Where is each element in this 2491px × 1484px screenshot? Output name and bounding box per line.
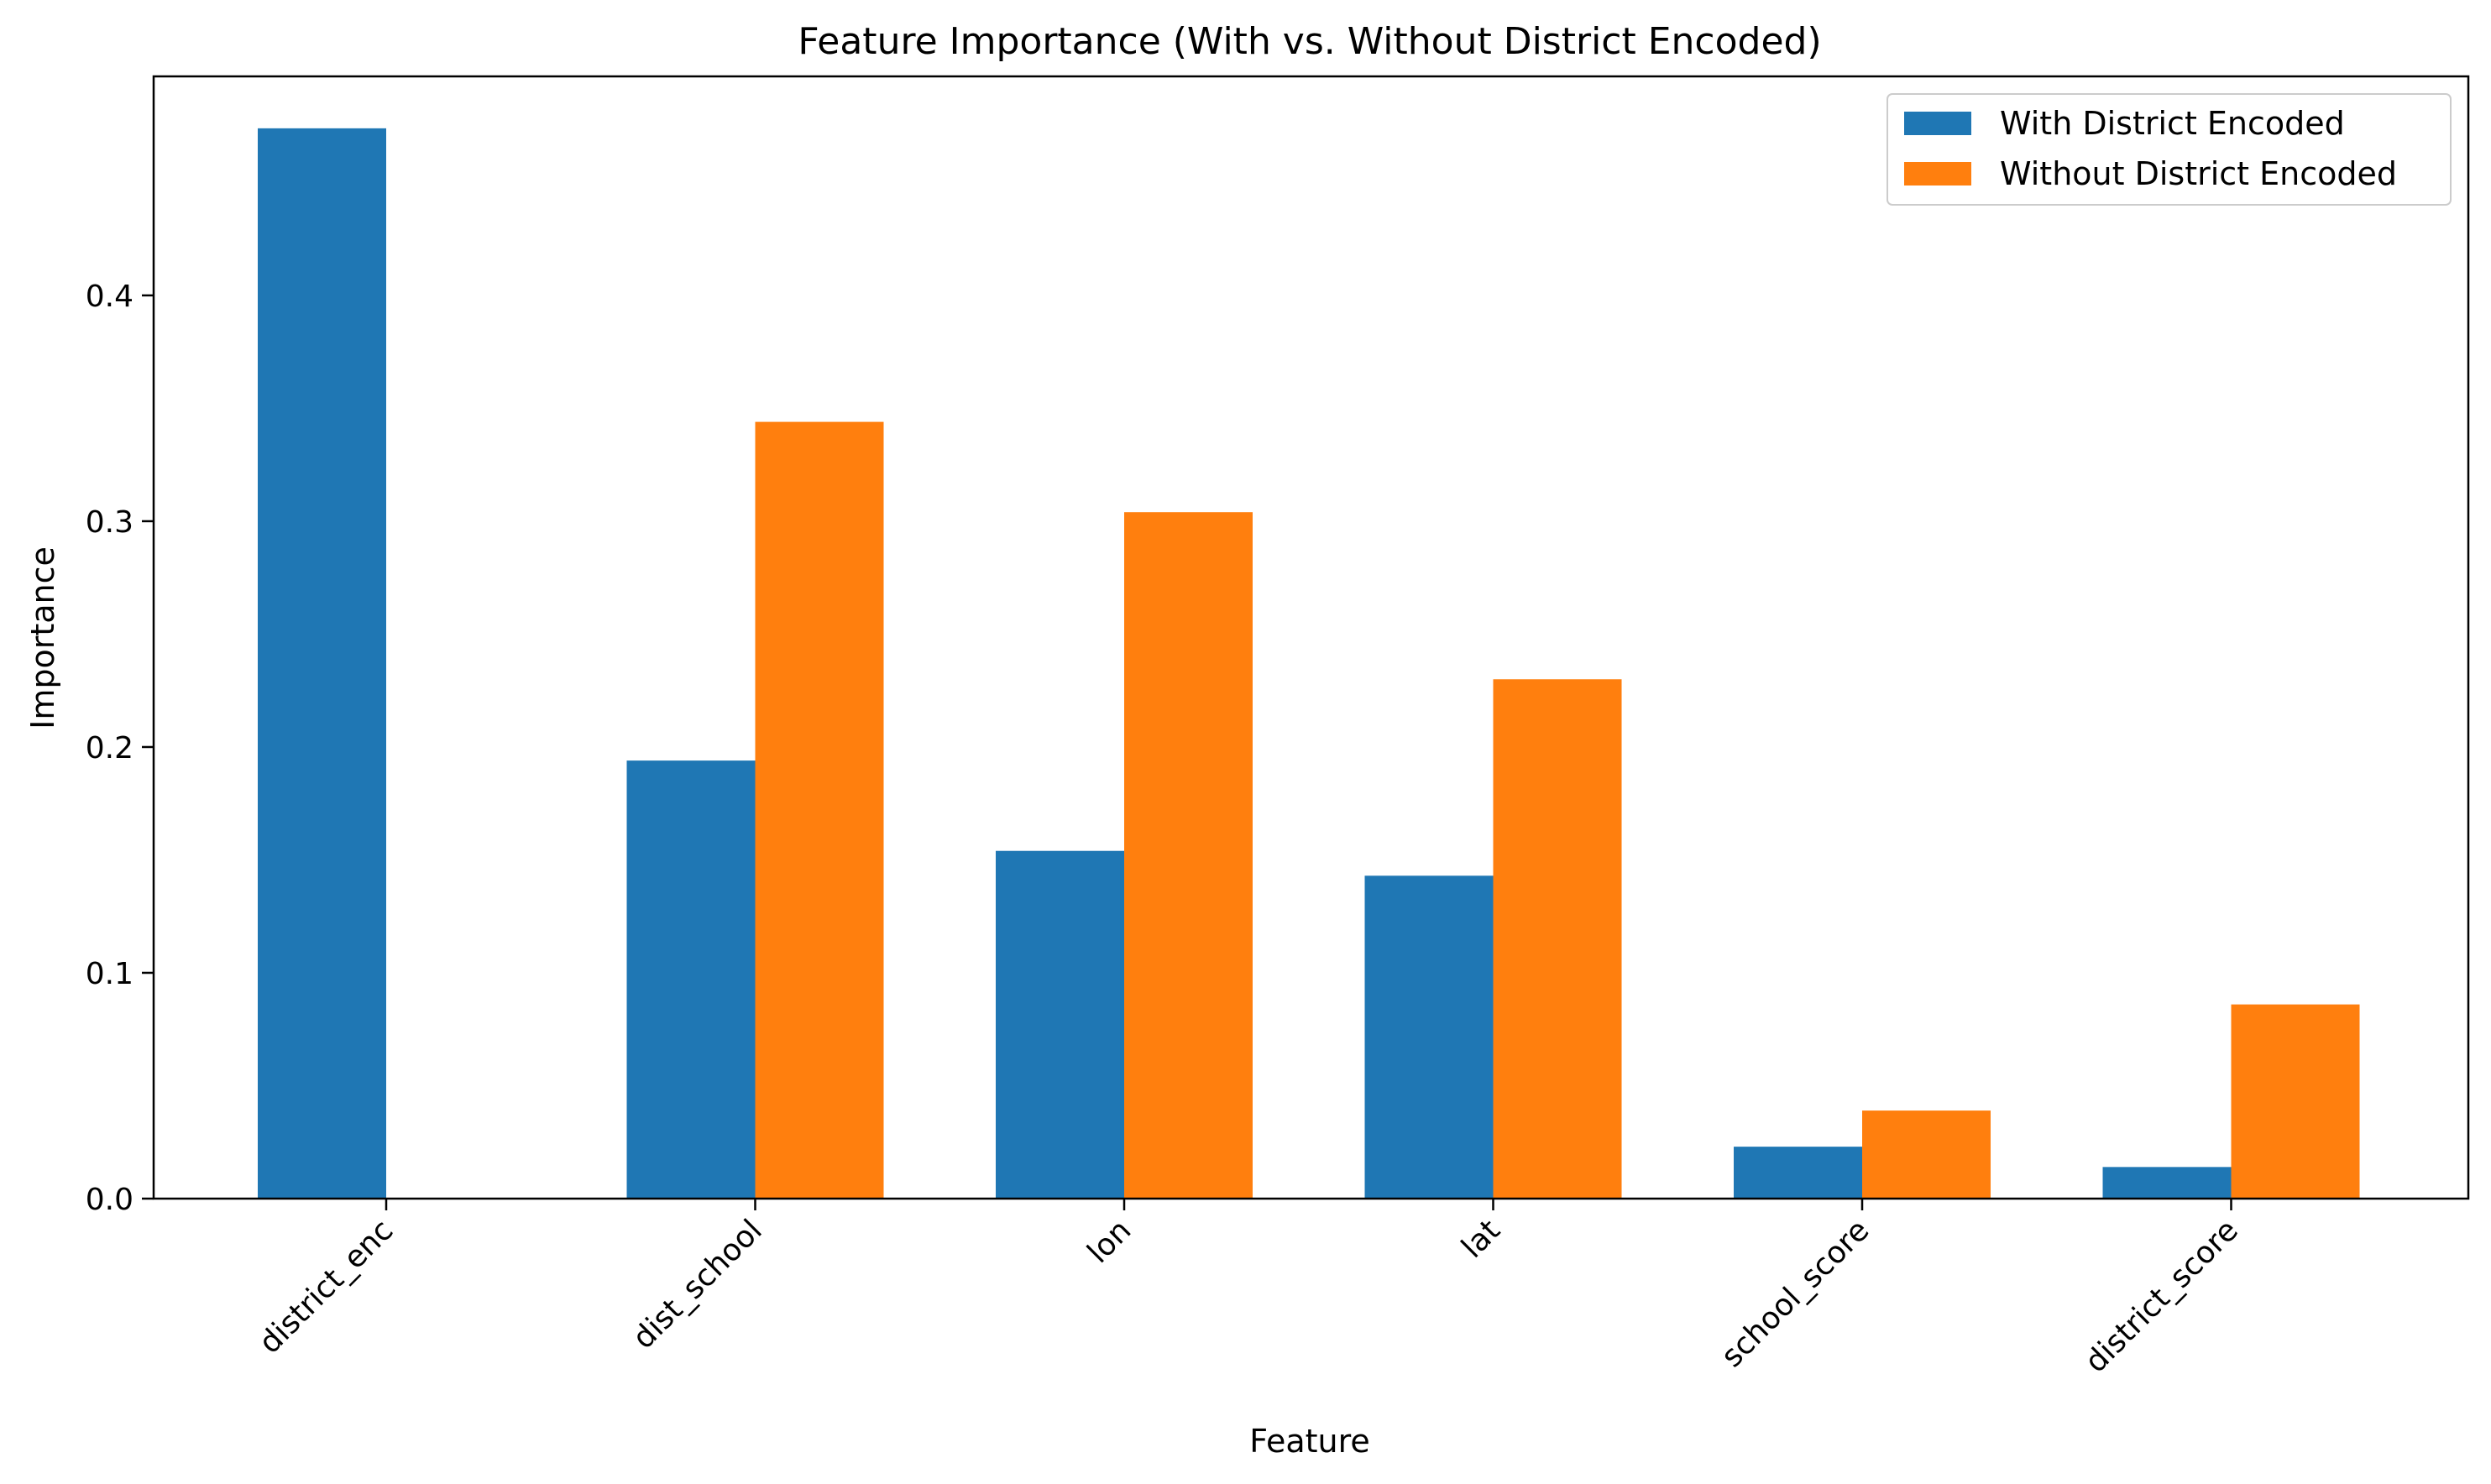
bar-without-school_score: [1862, 1110, 1991, 1199]
legend-label-with-district-encoded: With District Encoded: [2000, 105, 2345, 142]
x-tick-label: school_score: [1715, 1213, 1876, 1374]
bar-with-district_score: [2102, 1167, 2232, 1199]
bar-with-school_score: [1734, 1147, 1862, 1199]
y-tick-label: 0.1: [86, 957, 133, 991]
plot-frame: [152, 75, 2470, 1200]
x-tick-label: district_score: [2079, 1213, 2245, 1379]
bar-with-lon: [996, 850, 1124, 1199]
x-tick-label: lon: [1081, 1213, 1138, 1270]
x-tick-label: dist_school: [626, 1213, 769, 1356]
x-tick-label: district_enc: [253, 1213, 400, 1361]
y-tick-label: 0.3: [86, 505, 133, 540]
x-axis-label: Feature: [1249, 1423, 1370, 1460]
y-axis-label: Importance: [24, 546, 61, 729]
chart-title: Feature Importance (With vs. Without Dis…: [798, 20, 1821, 63]
bar-with-district_enc: [258, 128, 386, 1199]
bar-with-dist_school: [626, 760, 756, 1199]
legend-label-without-district-encoded: Without District Encoded: [2000, 155, 2397, 192]
y-tick-label: 0.0: [86, 1183, 133, 1217]
bar-without-lon: [1124, 512, 1253, 1199]
plot-area: 0.0 0.1 0.2 0.3 0.4 district_enc dist_school lo…: [86, 128, 2360, 1379]
bar-without-lat: [1493, 679, 1622, 1199]
legend-swatch-without-district-encoded: [1904, 162, 1971, 186]
legend-frame: [1887, 93, 2452, 206]
bar-with-lat: [1364, 875, 1494, 1199]
y-tick-label: 0.2: [86, 731, 133, 766]
bar-without-district_score: [2231, 1004, 2360, 1199]
legend-swatch-with-district-encoded: [1904, 112, 1971, 135]
legend: With District Encoded Without District E…: [1887, 93, 2452, 206]
x-tick-label: lat: [1455, 1213, 1507, 1265]
bar-without-dist_school: [755, 421, 884, 1199]
y-tick-label: 0.4: [86, 280, 133, 314]
